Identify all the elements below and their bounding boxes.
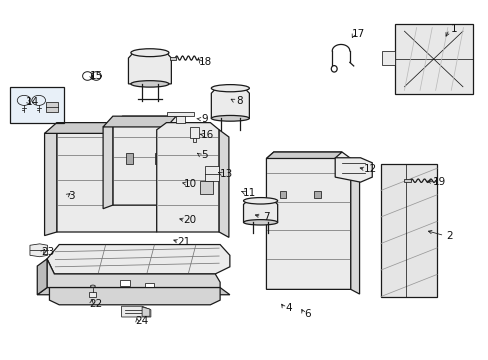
Polygon shape (394, 24, 472, 94)
Ellipse shape (90, 285, 95, 287)
Polygon shape (37, 259, 47, 295)
Polygon shape (404, 179, 410, 182)
Text: 19: 19 (432, 177, 445, 187)
Text: 13: 13 (219, 168, 232, 179)
Polygon shape (192, 138, 195, 142)
Ellipse shape (243, 198, 277, 204)
Polygon shape (142, 307, 150, 316)
Polygon shape (120, 280, 130, 286)
Text: 4: 4 (285, 303, 291, 314)
Polygon shape (334, 158, 371, 182)
Polygon shape (205, 166, 219, 181)
Polygon shape (89, 292, 96, 297)
Ellipse shape (131, 81, 168, 87)
Polygon shape (47, 259, 220, 288)
Polygon shape (199, 181, 213, 194)
Polygon shape (122, 306, 151, 317)
Ellipse shape (211, 116, 249, 121)
Text: 20: 20 (183, 215, 196, 225)
Text: 8: 8 (236, 96, 243, 106)
Polygon shape (219, 130, 228, 237)
Polygon shape (350, 158, 359, 294)
Polygon shape (189, 127, 198, 138)
Polygon shape (266, 152, 350, 289)
Polygon shape (313, 192, 320, 198)
Text: 6: 6 (304, 309, 310, 319)
Text: 21: 21 (177, 237, 190, 247)
Text: 1: 1 (450, 24, 457, 35)
Polygon shape (128, 53, 171, 84)
Polygon shape (126, 153, 133, 164)
Text: 10: 10 (184, 179, 197, 189)
Polygon shape (113, 116, 185, 205)
Text: 5: 5 (201, 150, 207, 160)
Polygon shape (44, 123, 147, 134)
Polygon shape (380, 164, 436, 297)
Ellipse shape (131, 49, 168, 57)
Polygon shape (266, 152, 341, 158)
Polygon shape (167, 112, 193, 116)
Text: 3: 3 (68, 191, 75, 201)
Ellipse shape (243, 220, 277, 225)
Text: 16: 16 (201, 130, 214, 140)
Polygon shape (37, 288, 229, 295)
Polygon shape (103, 123, 113, 209)
Polygon shape (155, 153, 161, 164)
Polygon shape (170, 57, 176, 59)
Polygon shape (144, 283, 154, 289)
Bar (10, 87, 64, 123)
Polygon shape (176, 116, 184, 123)
Text: 2: 2 (445, 231, 452, 240)
Text: 15: 15 (89, 71, 102, 81)
Text: 18: 18 (199, 57, 212, 67)
Polygon shape (57, 123, 157, 232)
Polygon shape (46, 102, 58, 112)
Polygon shape (279, 192, 286, 198)
Text: 14: 14 (26, 97, 40, 107)
Text: 22: 22 (89, 299, 102, 309)
Polygon shape (211, 88, 249, 118)
Ellipse shape (211, 85, 249, 92)
Polygon shape (382, 51, 394, 65)
Polygon shape (49, 288, 220, 305)
Text: 9: 9 (201, 114, 207, 124)
Bar (10, 87, 64, 123)
Text: 12: 12 (363, 164, 376, 174)
Text: 17: 17 (351, 30, 365, 39)
Text: 11: 11 (242, 188, 256, 198)
Polygon shape (103, 116, 176, 127)
Polygon shape (44, 130, 57, 235)
Text: 24: 24 (135, 316, 148, 325)
Polygon shape (243, 201, 277, 222)
Polygon shape (157, 123, 219, 232)
Polygon shape (47, 244, 229, 274)
Polygon shape (30, 244, 47, 257)
Text: 23: 23 (41, 247, 54, 257)
Text: 7: 7 (263, 212, 269, 221)
